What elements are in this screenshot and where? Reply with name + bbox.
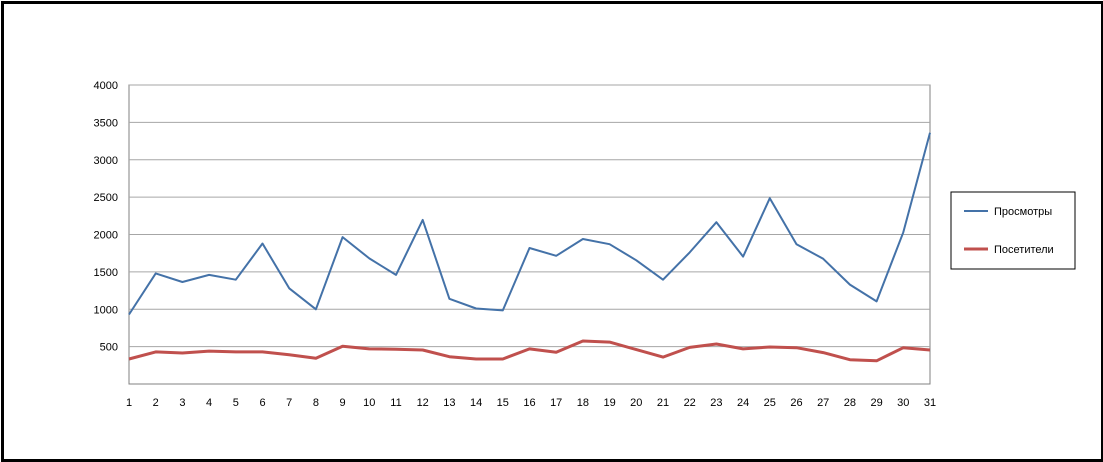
legend-box: [950, 191, 1076, 270]
x-tick-label-6: 6: [259, 397, 265, 409]
x-tick-label-7: 7: [286, 397, 292, 409]
x-tick-label-14: 14: [470, 397, 482, 409]
y-tick-label-2500: 2500: [94, 192, 118, 204]
x-tick-label-29: 29: [870, 397, 882, 409]
x-tick-label-26: 26: [790, 397, 802, 409]
x-tick-label-17: 17: [550, 397, 562, 409]
x-tick-label-22: 22: [684, 397, 696, 409]
x-tick-label-16: 16: [523, 397, 535, 409]
x-tick-label-18: 18: [577, 397, 589, 409]
x-tick-label-13: 13: [443, 397, 455, 409]
x-tick-label-23: 23: [710, 397, 722, 409]
y-axis-ticks: 500 1000 1500 2000 2500 3000 3500 4000: [94, 80, 118, 354]
x-tick-label-3: 3: [179, 397, 185, 409]
x-tick-label-2: 2: [153, 397, 159, 409]
x-tick-label-10: 10: [363, 397, 375, 409]
x-tick-label-1: 1: [126, 397, 132, 409]
y-tick-label-4000: 4000: [94, 80, 118, 92]
x-tick-label-8: 8: [313, 397, 319, 409]
x-tick-label-27: 27: [817, 397, 829, 409]
x-tick-label-12: 12: [417, 397, 429, 409]
y-tick-label-3500: 3500: [94, 117, 118, 129]
series-lines: [128, 132, 931, 363]
series-line-2: [128, 339, 931, 363]
x-tick-label-15: 15: [497, 397, 509, 409]
x-tick-label-19: 19: [603, 397, 615, 409]
x-tick-label-31: 31: [924, 397, 936, 409]
y-tick-label-1500: 1500: [94, 267, 118, 279]
x-tick-label-24: 24: [737, 397, 749, 409]
x-tick-label-25: 25: [764, 397, 776, 409]
x-tick-label-5: 5: [233, 397, 239, 409]
x-tick-label-21: 21: [657, 397, 669, 409]
x-tick-label-20: 20: [630, 397, 642, 409]
y-tick-label-500: 500: [100, 342, 118, 354]
x-axis-ticks: 1 2 3 4 5 6 7 8 9 10 11 12 13 14 15 16 17 18 19 20 21 22 23 24 2…: [126, 397, 936, 409]
x-tick-label-30: 30: [897, 397, 909, 409]
series-line-1: [128, 132, 931, 316]
x-tick-label-11: 11: [390, 397, 401, 409]
y-tick-label-3000: 3000: [94, 155, 118, 167]
gridlines: [129, 84, 930, 348]
legend: Просмотры Посетители: [950, 191, 1076, 270]
x-tick-label-28: 28: [844, 397, 856, 409]
x-tick-label-4: 4: [206, 397, 212, 409]
legend-label-1: Просмотры: [994, 206, 1052, 218]
x-tick-label-9: 9: [340, 397, 346, 409]
y-tick-label-2000: 2000: [94, 230, 118, 242]
y-tick-label-1000: 1000: [94, 304, 118, 316]
legend-label-2: Посетители: [994, 244, 1054, 256]
